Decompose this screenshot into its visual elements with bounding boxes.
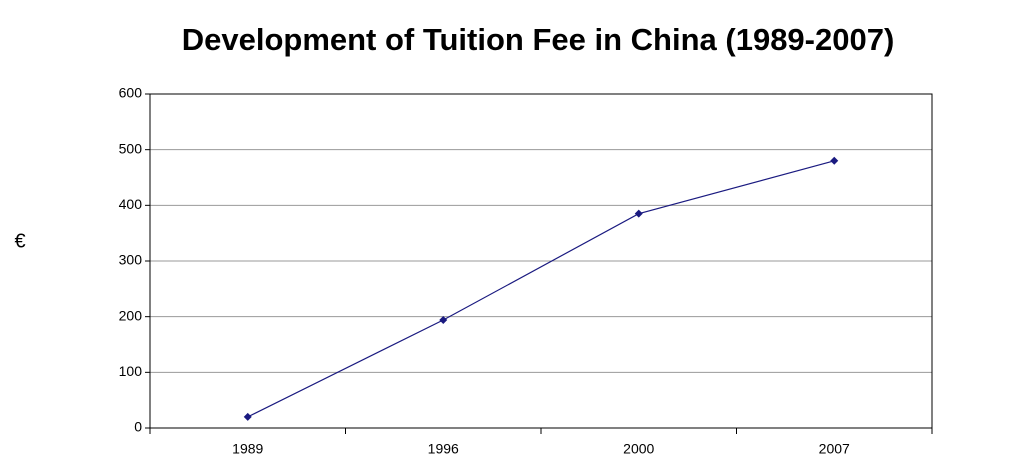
y-tick-label: 600 [119, 85, 143, 101]
marker [634, 209, 643, 218]
marker [439, 316, 448, 325]
x-tick-label: 2007 [819, 441, 850, 457]
y-tick-label: 100 [119, 363, 143, 379]
line [247, 160, 835, 418]
x-tick-label: 1989 [232, 441, 263, 457]
y-tick-label: 300 [119, 252, 143, 268]
chart-title: Development of Tuition Fee in China (198… [182, 22, 895, 57]
y-tick-label: 0 [134, 419, 142, 435]
y-axis-label: € [14, 230, 25, 252]
marker [243, 412, 252, 421]
x-tick-label: 1996 [428, 441, 459, 457]
marker [830, 156, 839, 165]
y-tick-label: 500 [119, 140, 143, 156]
y-tick-label: 200 [119, 307, 143, 323]
y-tick-label: 400 [119, 196, 143, 212]
x-tick-label: 2000 [623, 441, 654, 457]
